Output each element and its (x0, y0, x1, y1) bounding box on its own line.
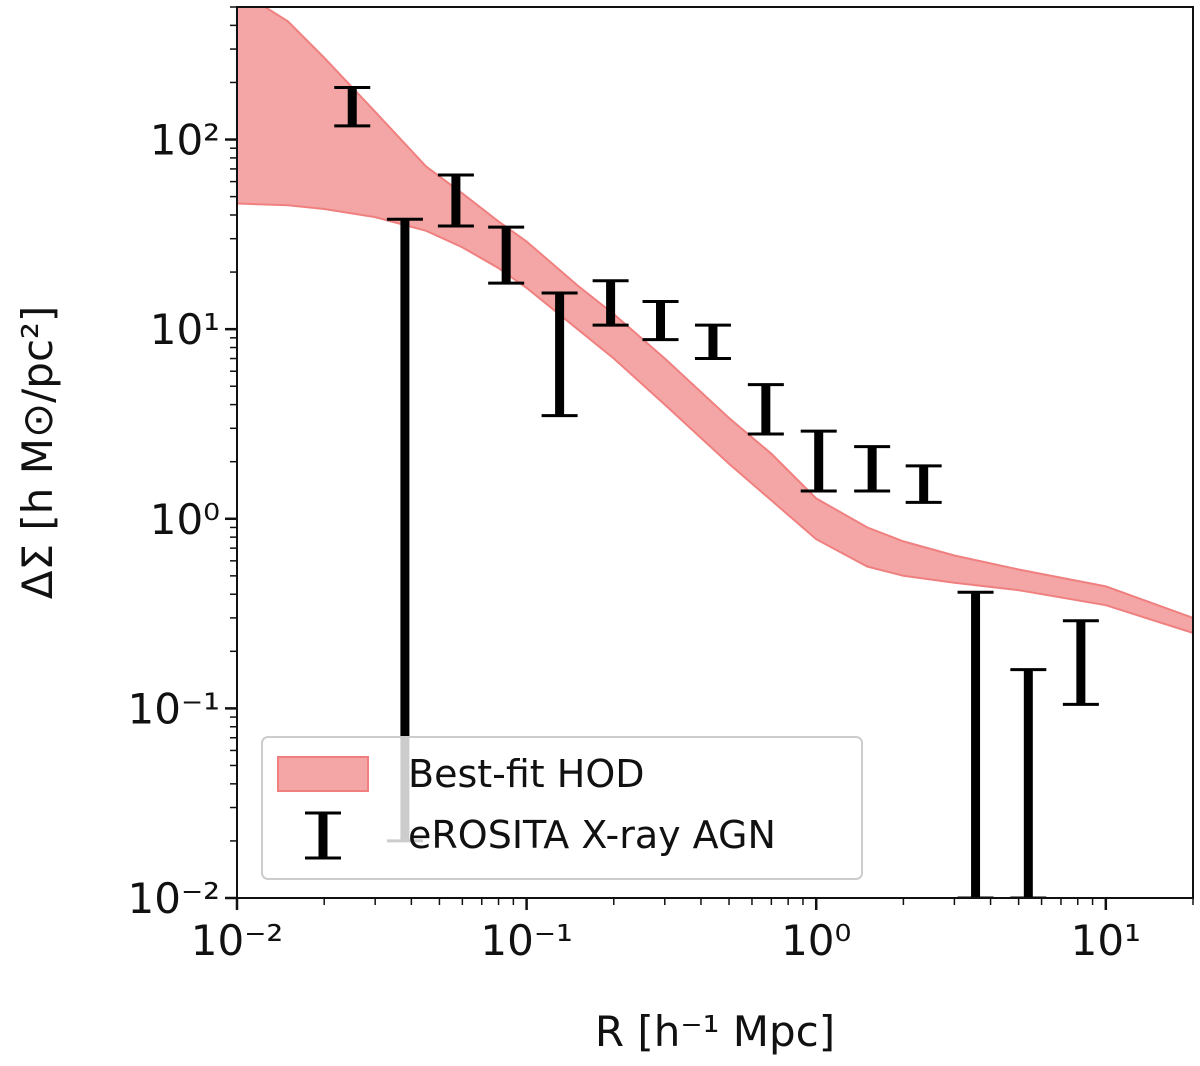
plot-frame (236, 6, 1194, 899)
errorbar-point (642, 299, 679, 342)
errorbar-point (437, 173, 474, 228)
errorbar-point (747, 383, 784, 436)
errorbar-point (694, 323, 731, 361)
errorbar-point (488, 225, 525, 285)
errorbar-point (1010, 668, 1047, 898)
legend-box (261, 736, 863, 880)
y-tick-label: 10⁻² (128, 874, 220, 923)
x-tick-label: 10¹ (1071, 916, 1141, 965)
y-tick-label: 10⁰ (150, 495, 220, 544)
hod-band (237, 7, 1193, 634)
errorbar-point (905, 464, 942, 504)
errorbar-point (800, 429, 837, 493)
y-tick-label: 10¹ (150, 305, 220, 354)
x-tick-label: 10⁻² (191, 916, 283, 965)
errorbar-point (854, 445, 891, 493)
legend-band-swatch (277, 756, 369, 792)
y-tick-label: 10² (150, 116, 220, 165)
errorbar-point (334, 86, 371, 128)
legend-errorbar-swatch (305, 811, 341, 860)
legend-band-label: Best-fit HOD (408, 752, 645, 796)
y-axis-label: ΔΣ [h M⊙/pc²] (13, 306, 62, 600)
legend-errorbar-label: eROSITA X-ray AGN (408, 813, 776, 857)
legend: Best-fit HOD eROSITA X-ray AGN (261, 736, 863, 880)
x-tick-label: 10⁰ (781, 916, 851, 965)
y-tick-label: 10⁻¹ (128, 684, 220, 733)
errorbar-point (957, 590, 994, 898)
x-tick-label: 10⁻¹ (480, 916, 572, 965)
errorbar-point (1062, 619, 1099, 706)
tick-layer: 10⁻² 10⁻¹ 10⁰ 10¹ 10⁻² 10⁻¹ 10⁰ 10¹ 10² (128, 6, 1194, 965)
band-layer (237, 7, 1193, 634)
errorbar-layer (334, 86, 1099, 898)
errorbar-point (541, 291, 578, 418)
x-axis-label: R [h⁻¹ Mpc] (595, 1007, 835, 1056)
errorbar-point (592, 279, 629, 327)
